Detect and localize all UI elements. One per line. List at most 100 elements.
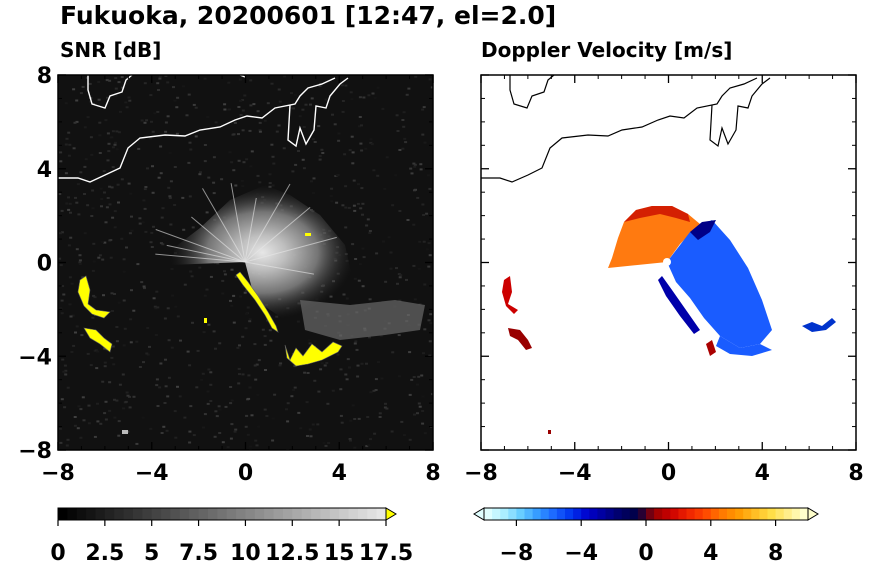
- snr-colorbar-swatch: [348, 508, 359, 520]
- snr-colorbar-swatch: [245, 508, 256, 520]
- doppler-colorbar-swatch: [743, 508, 752, 520]
- snr-echo-fan: [170, 185, 355, 320]
- doppler-colorbar-swatch: [589, 508, 598, 520]
- doppler-colorbar-swatch: [702, 508, 712, 520]
- doppler-colorbar-swatch: [775, 508, 785, 520]
- doppler-colorbar-label: 8: [768, 541, 783, 566]
- snr-colorbar-extend: [385, 507, 397, 521]
- snr-colorbar-swatch: [236, 508, 246, 520]
- doppler-colorbar-swatch: [710, 508, 720, 520]
- doppler-colorbar-label: 4: [703, 541, 718, 566]
- snr-saturated-echo-sw: [83, 327, 113, 353]
- doppler-colorbar-swatch: [629, 508, 639, 520]
- doppler-colorbar-swatch: [597, 508, 606, 520]
- snr-colorbar-swatch: [86, 508, 96, 520]
- doppler-inbound-edge: [690, 220, 716, 240]
- snr-colorbar-swatch: [264, 508, 275, 520]
- doppler-colorbar-swatch: [767, 508, 777, 520]
- doppler-colorbar-swatch: [783, 508, 793, 520]
- snr-colorbar-label: 10: [230, 541, 261, 566]
- doppler-colorbar-swatch: [532, 508, 542, 520]
- doppler-colorbar-swatch: [556, 508, 566, 520]
- doppler-colorbar-swatch: [573, 508, 582, 520]
- doppler-colorbar-extend-min: [473, 507, 485, 521]
- doppler-colorbar-extend-max: [807, 507, 819, 521]
- doppler-colorbar-swatch: [613, 508, 623, 520]
- doppler-colorbar-swatch: [540, 508, 550, 520]
- snr-colorbar-swatch: [95, 508, 106, 520]
- snr-colorbar-swatch: [198, 508, 209, 520]
- doppler-colorbar-swatch: [524, 508, 534, 520]
- doppler-small-echoes: [502, 276, 836, 434]
- figure-title: Fukuoka, 20200601 [12:47, el=2.0]: [60, 1, 556, 30]
- snr-colorbar-label: 17.5: [359, 541, 413, 566]
- snr-panel: SNR [dB] −8−8 −4 −4 0 0 4 4 8 8: [18, 38, 440, 486]
- snr-colorbar-swatch: [226, 508, 237, 520]
- doppler-colorbar-swatch: [548, 508, 558, 520]
- snr-speck-1: [305, 233, 311, 236]
- doppler-colorbar-swatch: [718, 508, 728, 520]
- snr-colorbar-swatch: [207, 508, 218, 520]
- snr-saturated-echo-west: [77, 275, 111, 319]
- x-tick-label: 8: [425, 461, 440, 486]
- doppler-inbound-west: [658, 276, 700, 334]
- snr-colorbar-swatch: [329, 508, 340, 520]
- snr-colorbar-swatch: [114, 508, 125, 520]
- doppler-outbound-sector: [608, 206, 700, 268]
- snr-echo-tail: [300, 300, 425, 340]
- doppler-colorbar-swatch: [791, 508, 801, 520]
- doppler-colorbar-swatch: [727, 508, 736, 520]
- doppler-colorbar-swatch: [605, 508, 615, 520]
- x-tick-label: 4: [755, 461, 770, 486]
- y-tick-label: 8: [37, 64, 52, 89]
- doppler-colorbar-label: 0: [638, 541, 653, 566]
- doppler-colorbar-swatch: [662, 508, 671, 520]
- snr-colorbar-label: 0: [50, 541, 65, 566]
- snr-colorbar-swatch: [282, 508, 293, 520]
- y-tick-label: −4: [18, 345, 52, 370]
- doppler-colorbar-label: −8: [500, 541, 534, 566]
- y-tick-label: 4: [37, 158, 52, 183]
- doppler-panel: Doppler Velocity [m/s] −8 −4 0 4 8: [464, 38, 864, 486]
- doppler-colorbar-label: −4: [564, 541, 598, 566]
- snr-colorbar-swatch: [104, 508, 115, 520]
- doppler-colorbar-swatch: [492, 508, 501, 520]
- doppler-colorbar-swatch: [735, 508, 744, 520]
- x-tick-label: −8: [464, 461, 498, 486]
- doppler-colorbar-swatch: [621, 508, 631, 520]
- doppler-colorbar-swatch: [694, 508, 704, 520]
- snr-colorbar-swatch: [217, 508, 228, 520]
- doppler-colorbar-swatch: [751, 508, 760, 520]
- doppler-colorbar-swatch: [581, 508, 590, 520]
- snr-colorbar-swatch: [189, 508, 200, 520]
- doppler-colorbar-swatch: [759, 508, 768, 520]
- doppler-colorbar-swatch: [678, 508, 687, 520]
- snr-colorbar-label: 15: [324, 541, 355, 566]
- snr-colorbar-swatch: [179, 508, 190, 520]
- snr-speck-2: [204, 318, 207, 323]
- doppler-colorbar-swatch: [799, 508, 809, 520]
- snr-colorbar-label: 5: [144, 541, 159, 566]
- snr-saturated-echo-main: [235, 271, 279, 333]
- snr-colorbar-swatch: [301, 508, 312, 520]
- snr-colorbar-label: 2.5: [85, 541, 124, 566]
- doppler-colorbar-swatch: [670, 508, 679, 520]
- doppler-colorbar-swatch: [508, 508, 517, 520]
- doppler-colorbar-swatch: [637, 508, 647, 520]
- snr-radial-rays: [155, 183, 337, 275]
- snr-colorbar-swatch: [142, 508, 153, 520]
- snr-colorbar-swatch: [170, 508, 181, 520]
- doppler-radar-site: [663, 258, 671, 266]
- snr-colorbar-label: 12.5: [265, 541, 319, 566]
- doppler-colorbar-swatch: [516, 508, 525, 520]
- doppler-panel-title: Doppler Velocity [m/s]: [481, 38, 732, 62]
- snr-colorbar-swatch: [339, 508, 350, 520]
- x-tick-label: −4: [135, 461, 169, 486]
- snr-colorbar-swatch: [273, 508, 284, 520]
- snr-colorbar-swatch: [320, 508, 331, 520]
- x-tick-label: −8: [41, 461, 75, 486]
- snr-colorbar-swatch: [254, 508, 265, 520]
- snr-colorbar: 0 2.5 5 7.5 10 12.5 15 17.5: [50, 507, 413, 566]
- snr-axes: −8−8 −4 −4 0 0 4 4 8 8: [18, 64, 440, 486]
- doppler-colorbar-swatch: [484, 508, 493, 520]
